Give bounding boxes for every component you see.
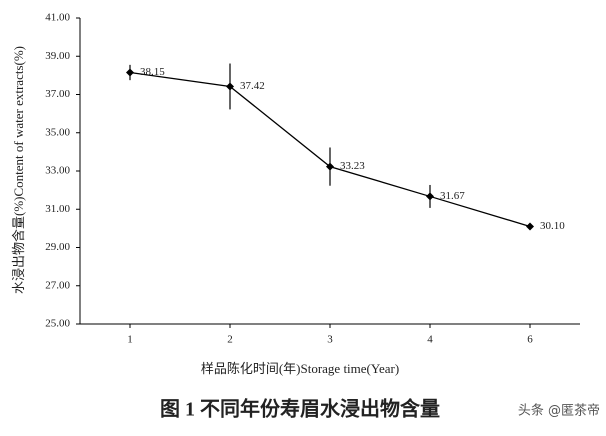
y-tick-label: 33.00 xyxy=(45,165,70,177)
y-tick-label: 35.00 xyxy=(45,126,70,138)
marker xyxy=(326,162,334,171)
data-label: 33.23 xyxy=(340,160,365,172)
watermark: 头条 @匿茶帝 xyxy=(518,403,600,419)
data-label: 37.42 xyxy=(240,80,265,92)
x-tick-label: 1 xyxy=(127,334,133,346)
y-tick-label: 31.00 xyxy=(45,203,70,215)
data-label: 31.67 xyxy=(440,190,465,202)
x-tick-label: 6 xyxy=(527,334,533,346)
x-tick-label: 4 xyxy=(427,334,433,346)
y-tick-label: 25.00 xyxy=(45,318,70,330)
marker xyxy=(126,68,134,77)
marker xyxy=(526,222,534,231)
data-label: 38.15 xyxy=(140,66,165,78)
data-label: 30.10 xyxy=(540,220,565,232)
marker xyxy=(426,192,434,201)
y-tick-label: 41.00 xyxy=(45,12,70,24)
x-tick-label: 2 xyxy=(227,334,233,346)
y-tick-label: 37.00 xyxy=(45,88,70,100)
y-axis-label: 水浸出物含量(%)Content of water extracts(%) xyxy=(11,46,26,294)
chart-title: 图 1 不同年份寿眉水浸出物含量 xyxy=(160,397,440,421)
y-tick-label: 27.00 xyxy=(45,279,70,291)
x-tick-label: 3 xyxy=(327,334,333,346)
y-tick-label: 39.00 xyxy=(45,50,70,62)
x-axis-label: 样品陈化时间(年)Storage time(Year) xyxy=(201,361,399,376)
y-tick-label: 29.00 xyxy=(45,241,70,253)
marker xyxy=(226,82,234,91)
